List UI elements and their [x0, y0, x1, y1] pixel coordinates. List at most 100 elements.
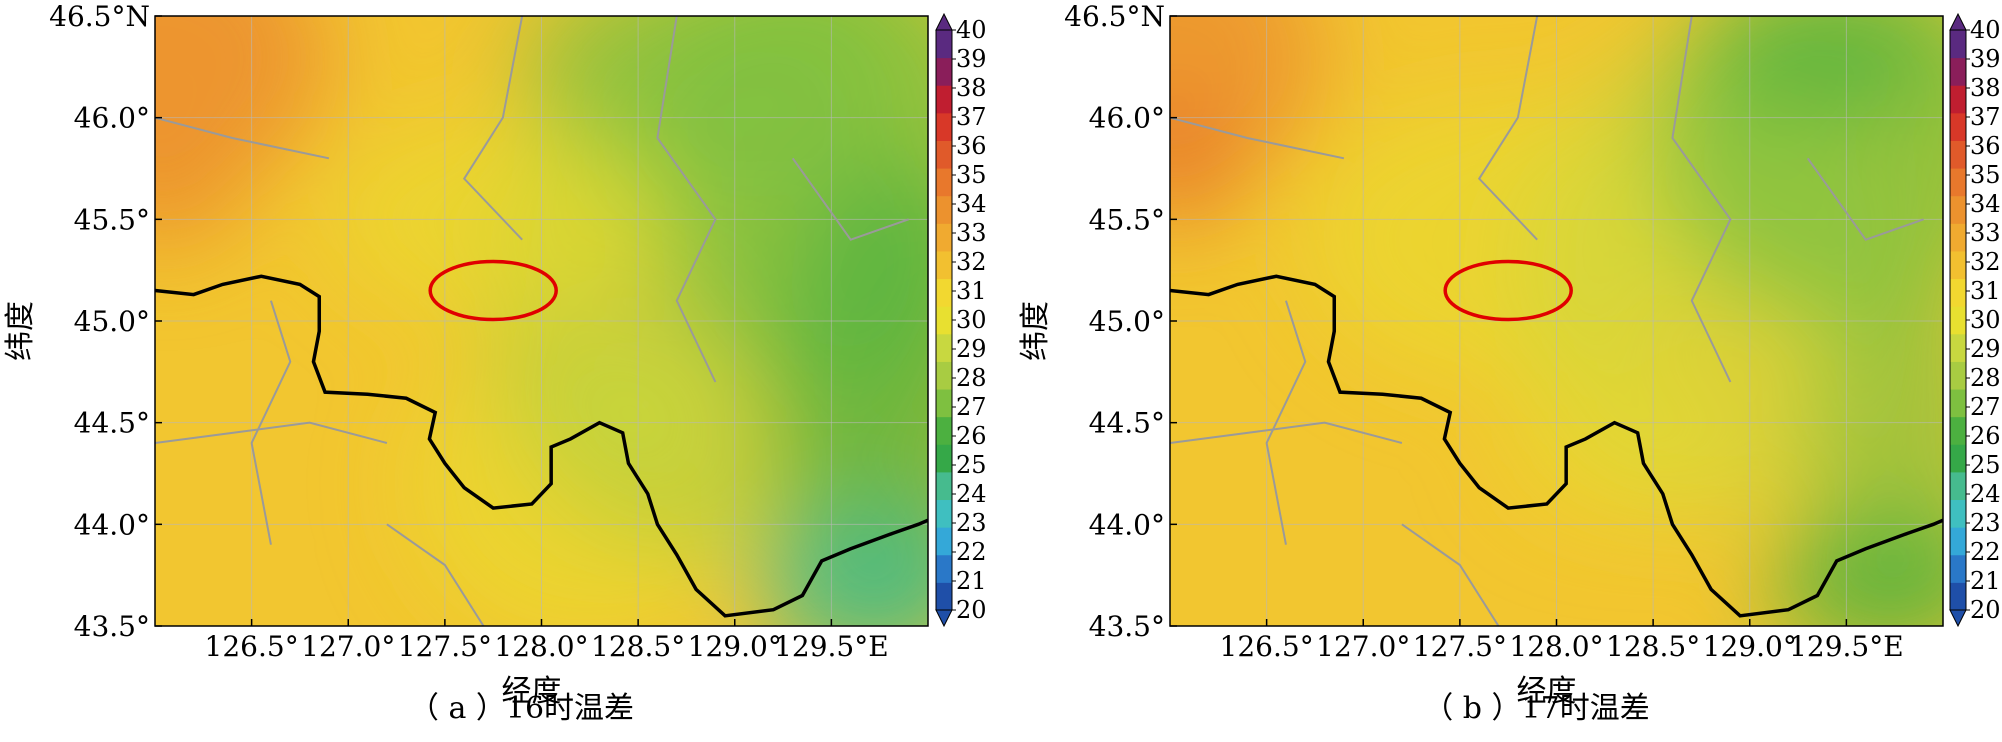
colorbar-segment	[1950, 471, 1966, 501]
lat-tick-label: 44.0°	[74, 508, 150, 541]
county-boundary	[1170, 116, 1345, 160]
panel-caption: （ a ）16时温差	[409, 691, 634, 726]
county-boundary	[791, 157, 910, 241]
y-axis-title: 纬度	[1018, 301, 1053, 361]
colorbar-segment	[1950, 250, 1966, 280]
colorbar-tick-label: 35	[956, 161, 987, 189]
colorbar-segment	[936, 112, 952, 141]
lon-tick-label: 127.5°	[398, 630, 492, 663]
colorbar-min-arrow	[1949, 609, 1967, 628]
lat-tick-label: 45.0°	[1089, 305, 1165, 338]
lat-tick-label: 45.0°	[74, 305, 150, 338]
colorbar-tick-label: 35	[1970, 161, 2001, 189]
colorbar-tick-label: 37	[1970, 103, 2001, 131]
lon-tick-label: 129.0°	[688, 630, 782, 663]
colorbar-tick-label: 26	[1970, 422, 2001, 450]
colorbar-segment	[1950, 140, 1966, 169]
lat-tick-label: 43.5°	[74, 610, 150, 643]
colorbar-max-arrow	[1949, 12, 1967, 31]
county-boundary	[386, 523, 485, 626]
colorbar-segment	[1950, 333, 1966, 362]
x-axis-title: 经度	[1517, 674, 1577, 709]
colorbar-max-arrow	[935, 12, 953, 31]
colorbar-tick-label: 26	[956, 422, 987, 450]
colorbar: 2021222324252627282930313233343536373839…	[935, 12, 987, 628]
colorbar-segment	[936, 30, 952, 59]
colorbar-tick-label: 25	[1970, 451, 2001, 479]
colorbar-segment	[936, 140, 952, 169]
county-boundary	[1806, 157, 1925, 241]
colorbar-tick-label: 27	[956, 393, 987, 421]
lon-tick-label: 128.5°	[1606, 630, 1700, 663]
colorbar-tick-label: 40	[956, 16, 987, 44]
colorbar-tick-label: 37	[956, 103, 987, 131]
county-boundary	[1671, 16, 1732, 383]
colorbar-segment	[936, 416, 952, 445]
colorbar-segment	[936, 278, 952, 307]
colorbar-segment	[1950, 30, 1966, 59]
colorbar-tick-label: 29	[1970, 335, 2001, 363]
county-boundary	[462, 16, 524, 241]
colorbar-tick-label: 33	[956, 219, 987, 247]
lon-tick-label: 128.0°	[494, 630, 588, 663]
lon-tick-label: 127.5°	[1413, 630, 1507, 663]
colorbar-segment	[936, 333, 952, 362]
county-boundary	[1265, 300, 1307, 545]
county-boundary	[1477, 16, 1539, 241]
colorbar-tick-label: 20	[1970, 596, 2001, 624]
panel-b: 126.5° 127.0° 127.5° 128.0° 128.5° 129.0°129.…	[1018, 0, 2001, 726]
panel-caption: （ b ）17时温差	[1423, 691, 1649, 726]
highlight-ellipse	[1443, 259, 1573, 322]
colorbar-tick-label: 21	[1970, 567, 2001, 595]
colorbar-segment	[936, 444, 952, 473]
province-boundary	[1170, 274, 1943, 618]
colorbar-tick-label: 32	[1970, 248, 2001, 276]
colorbar-tick-label: 27	[1970, 393, 2001, 421]
colorbar-segment	[936, 471, 952, 501]
colorbar-segment	[1950, 112, 1966, 141]
lat-tick-label: 46.0°	[74, 102, 150, 135]
county-boundary	[1401, 523, 1500, 626]
colorbar-tick-label: 25	[956, 451, 987, 479]
colorbar-tick-label: 23	[1970, 509, 2001, 537]
temperature-field	[155, 16, 928, 626]
colorbar-tick-label: 22	[956, 538, 987, 566]
colorbar-tick-label: 38	[956, 74, 987, 102]
province-boundary	[155, 274, 928, 618]
colorbar-tick-label: 21	[956, 567, 987, 595]
colorbar-tick-label: 22	[1970, 538, 2001, 566]
temperature-field	[1170, 16, 1943, 626]
colorbar-segment	[936, 195, 952, 224]
colorbar-tick-label: 28	[956, 364, 987, 392]
colorbar-tick-label: 33	[1970, 219, 2001, 247]
colorbar-segment	[936, 582, 952, 611]
lat-tick-label: 45.5°	[1089, 203, 1165, 236]
colorbar-segment	[1950, 306, 1966, 335]
colorbar-tick-label: 34	[1970, 190, 2001, 218]
colorbar-segment	[1950, 389, 1966, 418]
colorbar-segment	[936, 250, 952, 280]
colorbar-tick-label: 20	[956, 596, 987, 624]
lon-tick-label: 126.5°	[1220, 630, 1314, 663]
county-boundary	[155, 116, 330, 160]
lon-tick-label: 127.0°	[1316, 630, 1410, 663]
colorbar-segment	[936, 361, 952, 390]
lat-tick-label: 44.5°	[1089, 407, 1165, 440]
colorbar-tick-label: 24	[1970, 480, 2001, 508]
colorbar-segment	[1950, 499, 1966, 528]
colorbar-tick-label: 38	[1970, 74, 2001, 102]
colorbar-tick-label: 40	[1970, 16, 2001, 44]
lat-tick-label: 44.0°	[1089, 508, 1165, 541]
lon-tick-label: 128.5°	[591, 630, 685, 663]
lat-tick-label: 43.5°	[1089, 610, 1165, 643]
colorbar-segment	[1950, 278, 1966, 307]
colorbar: 2021222324252627282930313233343536373839…	[1949, 12, 2001, 628]
colorbar-segment	[936, 389, 952, 418]
lat-tick-label: 45.5°	[74, 203, 150, 236]
county-boundary	[1170, 421, 1403, 444]
colorbar-tick-label: 39	[956, 45, 987, 73]
lon-tick-label: 126.5°	[205, 630, 299, 663]
colorbar-tick-label: 29	[956, 335, 987, 363]
colorbar-segment	[1950, 416, 1966, 445]
colorbar-tick-label: 31	[956, 277, 987, 305]
